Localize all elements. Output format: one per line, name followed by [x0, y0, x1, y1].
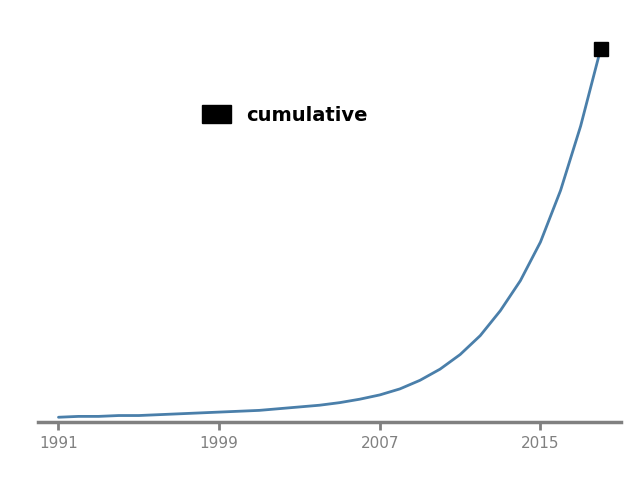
Legend: cumulative: cumulative — [194, 97, 376, 132]
